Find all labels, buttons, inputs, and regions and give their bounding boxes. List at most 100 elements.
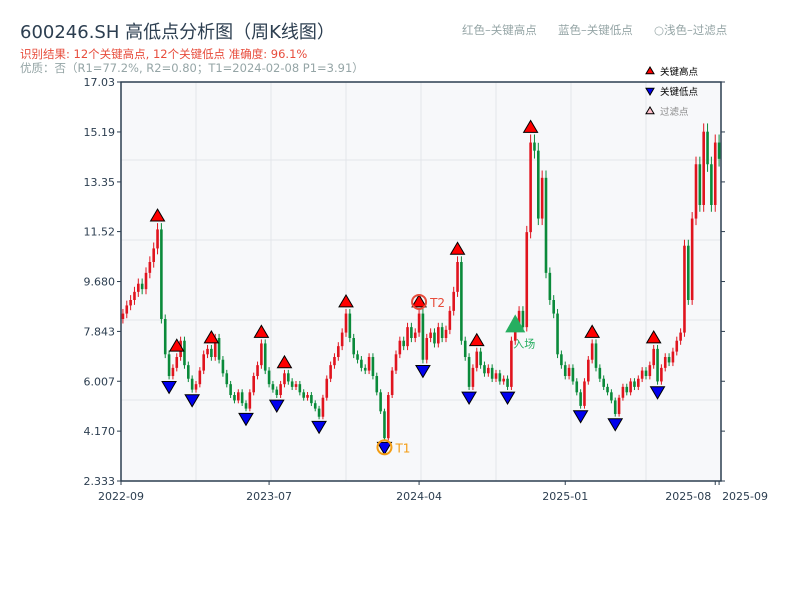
candle-body bbox=[575, 381, 579, 393]
candle-body bbox=[533, 142, 536, 151]
candle-body bbox=[283, 373, 286, 385]
key-high-marker bbox=[449, 241, 466, 255]
candle-body bbox=[256, 365, 259, 377]
candle-body bbox=[252, 376, 255, 393]
candle-body bbox=[706, 131, 709, 165]
candle-body bbox=[613, 400, 617, 415]
candle-body bbox=[517, 310, 521, 325]
candle-body bbox=[640, 370, 644, 379]
candle-body bbox=[183, 340, 186, 366]
candle-body bbox=[321, 397, 325, 417]
candle-body bbox=[587, 359, 590, 382]
candle-body bbox=[625, 386, 629, 393]
key-low-marker bbox=[572, 410, 589, 424]
candle-body bbox=[344, 313, 348, 333]
candle-body bbox=[348, 313, 352, 339]
candle-body bbox=[456, 261, 459, 292]
key-high-marker bbox=[411, 293, 427, 308]
candle-body bbox=[637, 378, 640, 387]
candle-body bbox=[652, 348, 655, 366]
candle-body bbox=[387, 395, 390, 439]
legend-item-label: 关键高点 bbox=[660, 66, 699, 78]
key-high-marker bbox=[203, 329, 220, 344]
candle-body bbox=[394, 354, 398, 371]
candle-body bbox=[198, 370, 202, 385]
legend-note-blue: 蓝色–关键低点 bbox=[558, 23, 633, 37]
candle-body bbox=[263, 343, 267, 371]
y-tick-label: 9.680 bbox=[84, 276, 116, 289]
candle-body bbox=[713, 142, 717, 205]
candle-body bbox=[437, 327, 440, 344]
candle-body bbox=[360, 359, 363, 368]
page-title: 600246.SH 高低点分析图（周K线图） bbox=[20, 22, 335, 43]
candle-body bbox=[598, 367, 602, 379]
y-tick-label: 4.170 bbox=[84, 425, 116, 438]
candle-body bbox=[544, 177, 548, 273]
candle-body bbox=[367, 357, 371, 371]
candle-body bbox=[490, 367, 494, 379]
candle-body bbox=[310, 395, 313, 404]
candle-body bbox=[329, 365, 332, 379]
candle-body bbox=[302, 392, 305, 398]
candle-body bbox=[190, 378, 194, 390]
y-tick-label: 7.843 bbox=[84, 325, 116, 338]
candle-body bbox=[129, 300, 132, 306]
candle-body bbox=[379, 392, 382, 412]
candle-body bbox=[306, 395, 309, 398]
candle-body bbox=[298, 384, 302, 393]
candle-body bbox=[156, 229, 159, 249]
key-high-marker bbox=[149, 208, 166, 222]
candle-body bbox=[460, 261, 463, 341]
candle-body bbox=[202, 354, 205, 371]
candle-body bbox=[260, 343, 263, 366]
candle-body bbox=[237, 392, 240, 401]
candle-body bbox=[121, 313, 125, 320]
candle-body bbox=[479, 351, 482, 366]
candle-body bbox=[340, 332, 344, 347]
key-low-marker bbox=[161, 380, 177, 395]
legend-high-icon bbox=[645, 66, 655, 75]
t2-label: T2 bbox=[429, 296, 445, 310]
key-high-marker bbox=[468, 332, 485, 347]
candle-body bbox=[398, 340, 402, 355]
candle-body bbox=[537, 150, 540, 219]
candle-body bbox=[244, 403, 248, 409]
x-tick-label: 2022-09 bbox=[98, 490, 144, 503]
entry-label: 入场 bbox=[513, 336, 535, 350]
candle-body bbox=[463, 340, 467, 358]
candle-body bbox=[594, 343, 598, 368]
x-tick-label: 2025-01 bbox=[542, 490, 588, 503]
candle-body bbox=[421, 313, 425, 360]
candle-body bbox=[410, 327, 413, 339]
candle-body bbox=[233, 395, 236, 401]
candle-body bbox=[560, 354, 563, 366]
candle-body bbox=[494, 373, 498, 379]
candle-body bbox=[160, 229, 163, 320]
key-low-marker bbox=[268, 399, 285, 413]
candle-body bbox=[337, 346, 340, 358]
legend-filtered-icon bbox=[645, 106, 655, 115]
candle-body bbox=[240, 392, 244, 404]
candle-body bbox=[267, 370, 271, 385]
candle-body bbox=[356, 354, 359, 360]
candle-body bbox=[540, 177, 544, 219]
candle-body bbox=[140, 283, 144, 290]
key-low-marker bbox=[238, 412, 254, 427]
candle-body bbox=[679, 332, 682, 341]
candle-body bbox=[383, 411, 386, 439]
key-high-marker bbox=[645, 329, 662, 344]
candle-body bbox=[175, 357, 179, 368]
candle-body bbox=[248, 392, 252, 409]
y-tick-label: 6.007 bbox=[84, 375, 116, 388]
key-high-marker bbox=[338, 293, 354, 308]
candle-body bbox=[444, 329, 448, 339]
candle-body bbox=[548, 272, 552, 301]
candle-body bbox=[556, 313, 559, 355]
key-low-marker bbox=[311, 420, 327, 435]
y-tick-label: 17.03 bbox=[84, 76, 116, 89]
candle-body bbox=[333, 357, 336, 366]
y-tick-label: 11.52 bbox=[84, 226, 116, 239]
key-low-marker bbox=[376, 441, 393, 456]
candle-body bbox=[433, 332, 436, 344]
candle-body bbox=[452, 291, 455, 311]
